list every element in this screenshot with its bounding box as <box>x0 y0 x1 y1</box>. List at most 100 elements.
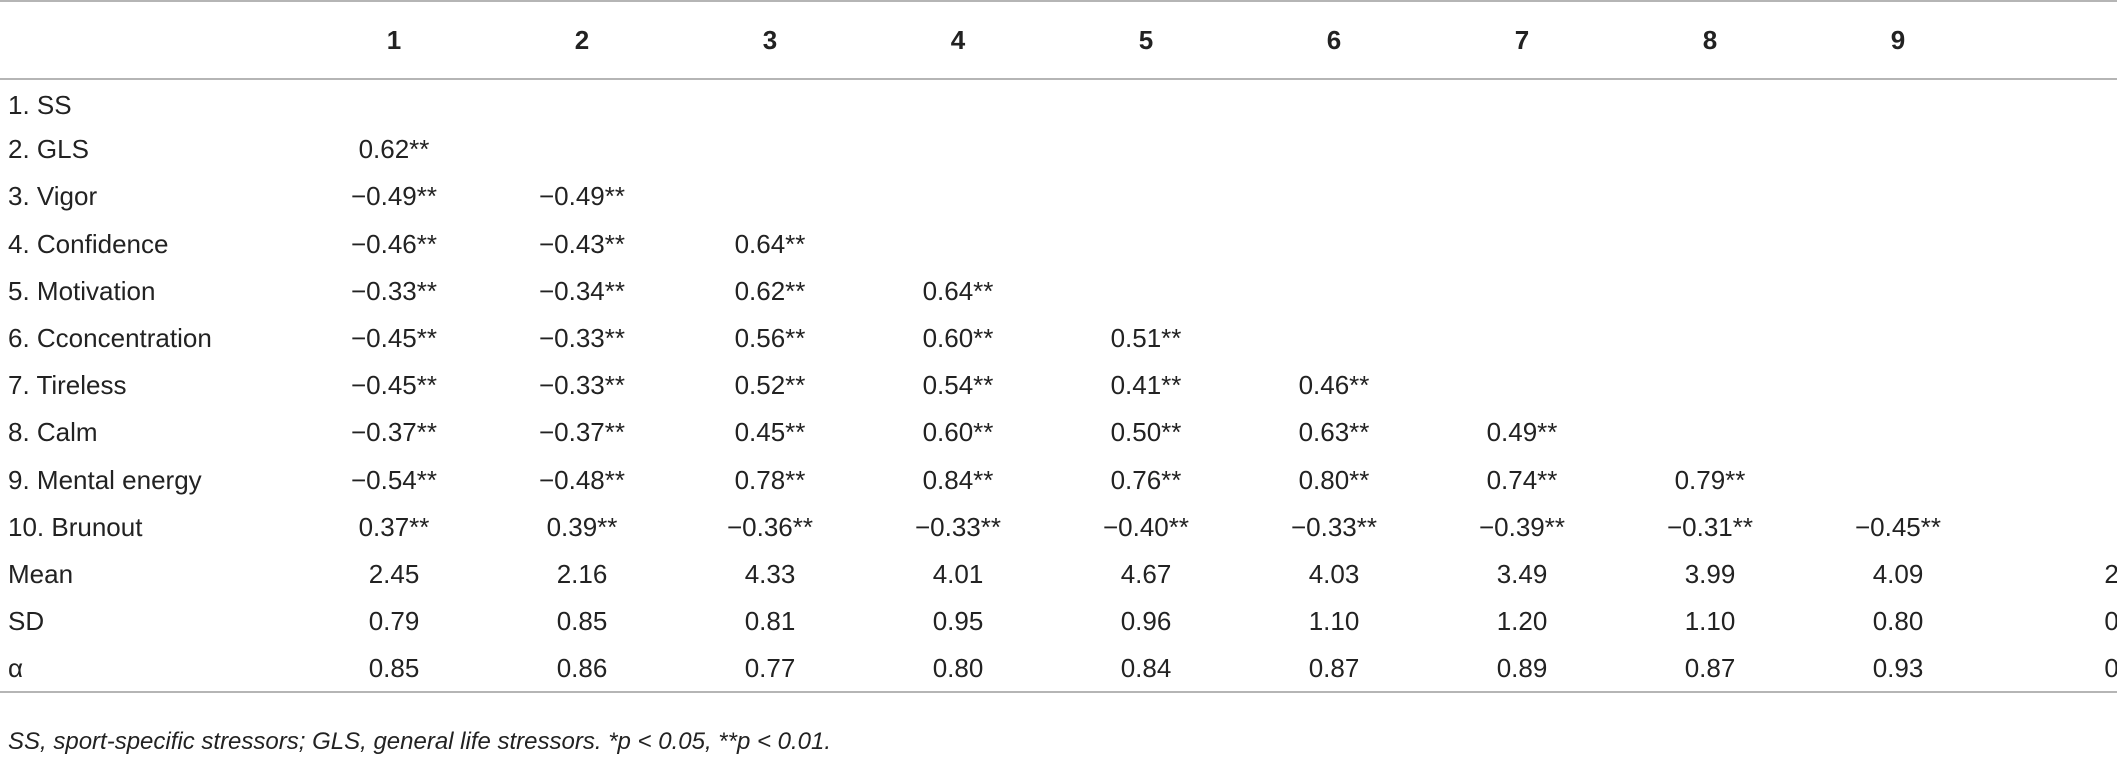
table-cell: 0.64** <box>922 275 994 306</box>
table-cell <box>1616 79 1804 126</box>
table-cell: −0.36** <box>726 511 814 542</box>
table-cell <box>1616 362 1804 409</box>
table-cell: 0.80 <box>1872 606 1924 637</box>
table-cell <box>300 79 488 126</box>
row-label: 7. Tireless <box>8 370 127 401</box>
table-cell: 0.84 <box>1052 645 1240 694</box>
table-row: α0.850.860.770.800.840.870.890.870.930.9… <box>0 645 2117 694</box>
column-header: 4 <box>864 0 1052 80</box>
row-label: SD <box>8 606 45 637</box>
table-cell <box>1804 79 1992 126</box>
table-cell: 1.20 <box>1496 606 1548 637</box>
table-cell <box>1240 173 1428 220</box>
table-cell: 0.49** <box>1486 417 1558 448</box>
table-cell: 0.84** <box>922 464 994 495</box>
table-cell <box>1804 126 1992 173</box>
table-cell: 0.39** <box>546 511 618 542</box>
table-cell: 1.10 <box>1684 606 1736 637</box>
table-row: 5. Motivation −0.33** −0.34** 0.62** 0.64** <box>0 268 2117 315</box>
row-label: 6. Cconcentration <box>8 323 212 354</box>
column-header: 8 <box>1616 0 1804 80</box>
table-cell <box>1052 221 1240 268</box>
table-cell: 0.92 <box>1992 645 2117 694</box>
table-cell: −0.40** <box>1102 511 1190 542</box>
table-cell <box>1052 79 1240 126</box>
table-cell <box>1804 409 1992 456</box>
table-cell: 0.95 <box>932 606 984 637</box>
table-cell: 3.49 <box>1496 558 1548 589</box>
table-cell <box>864 126 1052 173</box>
table-cell <box>1804 457 1992 504</box>
table-cell <box>864 221 1052 268</box>
table-cell: 0.85 <box>300 645 488 694</box>
table-cell: 4.67 <box>1120 558 1172 589</box>
table-cell <box>1616 221 1804 268</box>
table-cell: 0.98 <box>2104 606 2117 637</box>
table-cell: 0.77 <box>676 645 864 694</box>
table-row: Mean 2.45 2.16 4.33 4.01 4.67 4.03 3.49 3.99 4.09… <box>0 551 2117 598</box>
table-cell: 0.79 <box>368 606 420 637</box>
table-cell: 0.93 <box>1804 645 1992 694</box>
table-cell <box>1428 221 1616 268</box>
column-header: 1 <box>300 0 488 80</box>
column-header: 5 <box>1052 0 1240 80</box>
table-cell: −0.48** <box>538 464 626 495</box>
table-cell <box>1804 315 1992 362</box>
table-footnote: SS, sport-specific stressors; GLS, gener… <box>8 728 832 755</box>
table-cell <box>1616 409 1804 456</box>
table-cell <box>1428 126 1616 173</box>
table-cell: −0.49** <box>538 181 626 212</box>
table-cell <box>1240 268 1428 315</box>
table-cell: 4.03 <box>1308 558 1360 589</box>
row-label: 9. Mental energy <box>8 464 202 495</box>
table-row: 9. Mental energy −0.54** −0.48** 0.78** 0.84… <box>0 457 2117 504</box>
table-cell: 0.60** <box>922 323 994 354</box>
row-label: 3. Vigor <box>8 181 98 212</box>
column-header: 7 <box>1428 0 1616 80</box>
table-cell <box>1992 457 2117 504</box>
table-row: 6. Cconcentration −0.45** −0.33** 0.56** 0.6… <box>0 315 2117 362</box>
table-cell: −0.46** <box>350 228 438 259</box>
table-cell <box>1616 268 1804 315</box>
table-cell: −0.34** <box>538 275 626 306</box>
table-cell: 0.46** <box>1298 370 1370 401</box>
table-cell: 0.76** <box>1110 464 1182 495</box>
table-cell <box>1428 315 1616 362</box>
table-cell: 0.79** <box>1674 464 1746 495</box>
table-row: 3. Vigor −0.49** −0.49** <box>0 173 2117 220</box>
column-header: 10 <box>1992 0 2117 80</box>
table-body: 1. SS 2. GLS 0.62** 3. Vigor −0.49** −0.49** 4… <box>0 79 2117 694</box>
table-cell: −0.45** <box>1854 511 1942 542</box>
table-cell <box>676 173 864 220</box>
table-cell: 0.80 <box>864 645 1052 694</box>
table-row: SD 0.79 0.85 0.81 0.95 0.96 1.10 1.20 1.10 0.80 0.… <box>0 598 2117 645</box>
table-cell: 0.78** <box>734 464 806 495</box>
table-cell <box>488 126 676 173</box>
table-cell <box>1240 315 1428 362</box>
table-row: 1. SS <box>0 79 2117 126</box>
table-cell: −0.49** <box>350 181 438 212</box>
table-cell: 0.45** <box>734 417 806 448</box>
table-cell <box>1804 221 1992 268</box>
table-cell <box>1428 173 1616 220</box>
table-cell: −0.33** <box>1290 511 1378 542</box>
table-cell: 1.10 <box>1308 606 1360 637</box>
table-cell: 0.81 <box>744 606 796 637</box>
table-cell <box>1992 315 2117 362</box>
column-header: 9 <box>1804 0 1992 80</box>
table-cell: 0.64** <box>734 228 806 259</box>
table-cell: −0.54** <box>350 464 438 495</box>
table-cell: 3.99 <box>1684 558 1736 589</box>
table-cell: 2.72 <box>2104 558 2117 589</box>
table-cell: 0.89 <box>1428 645 1616 694</box>
table-cell: −0.37** <box>350 417 438 448</box>
table-cell: 0.54** <box>922 370 994 401</box>
table-cell <box>1616 315 1804 362</box>
table-cell <box>1804 173 1992 220</box>
row-label: 8. Calm <box>8 417 98 448</box>
table-cell <box>1428 362 1616 409</box>
table-cell <box>1240 79 1428 126</box>
table-cell: −0.39** <box>1478 511 1566 542</box>
row-label: 2. GLS <box>8 134 89 165</box>
table-cell: −0.37** <box>538 417 626 448</box>
